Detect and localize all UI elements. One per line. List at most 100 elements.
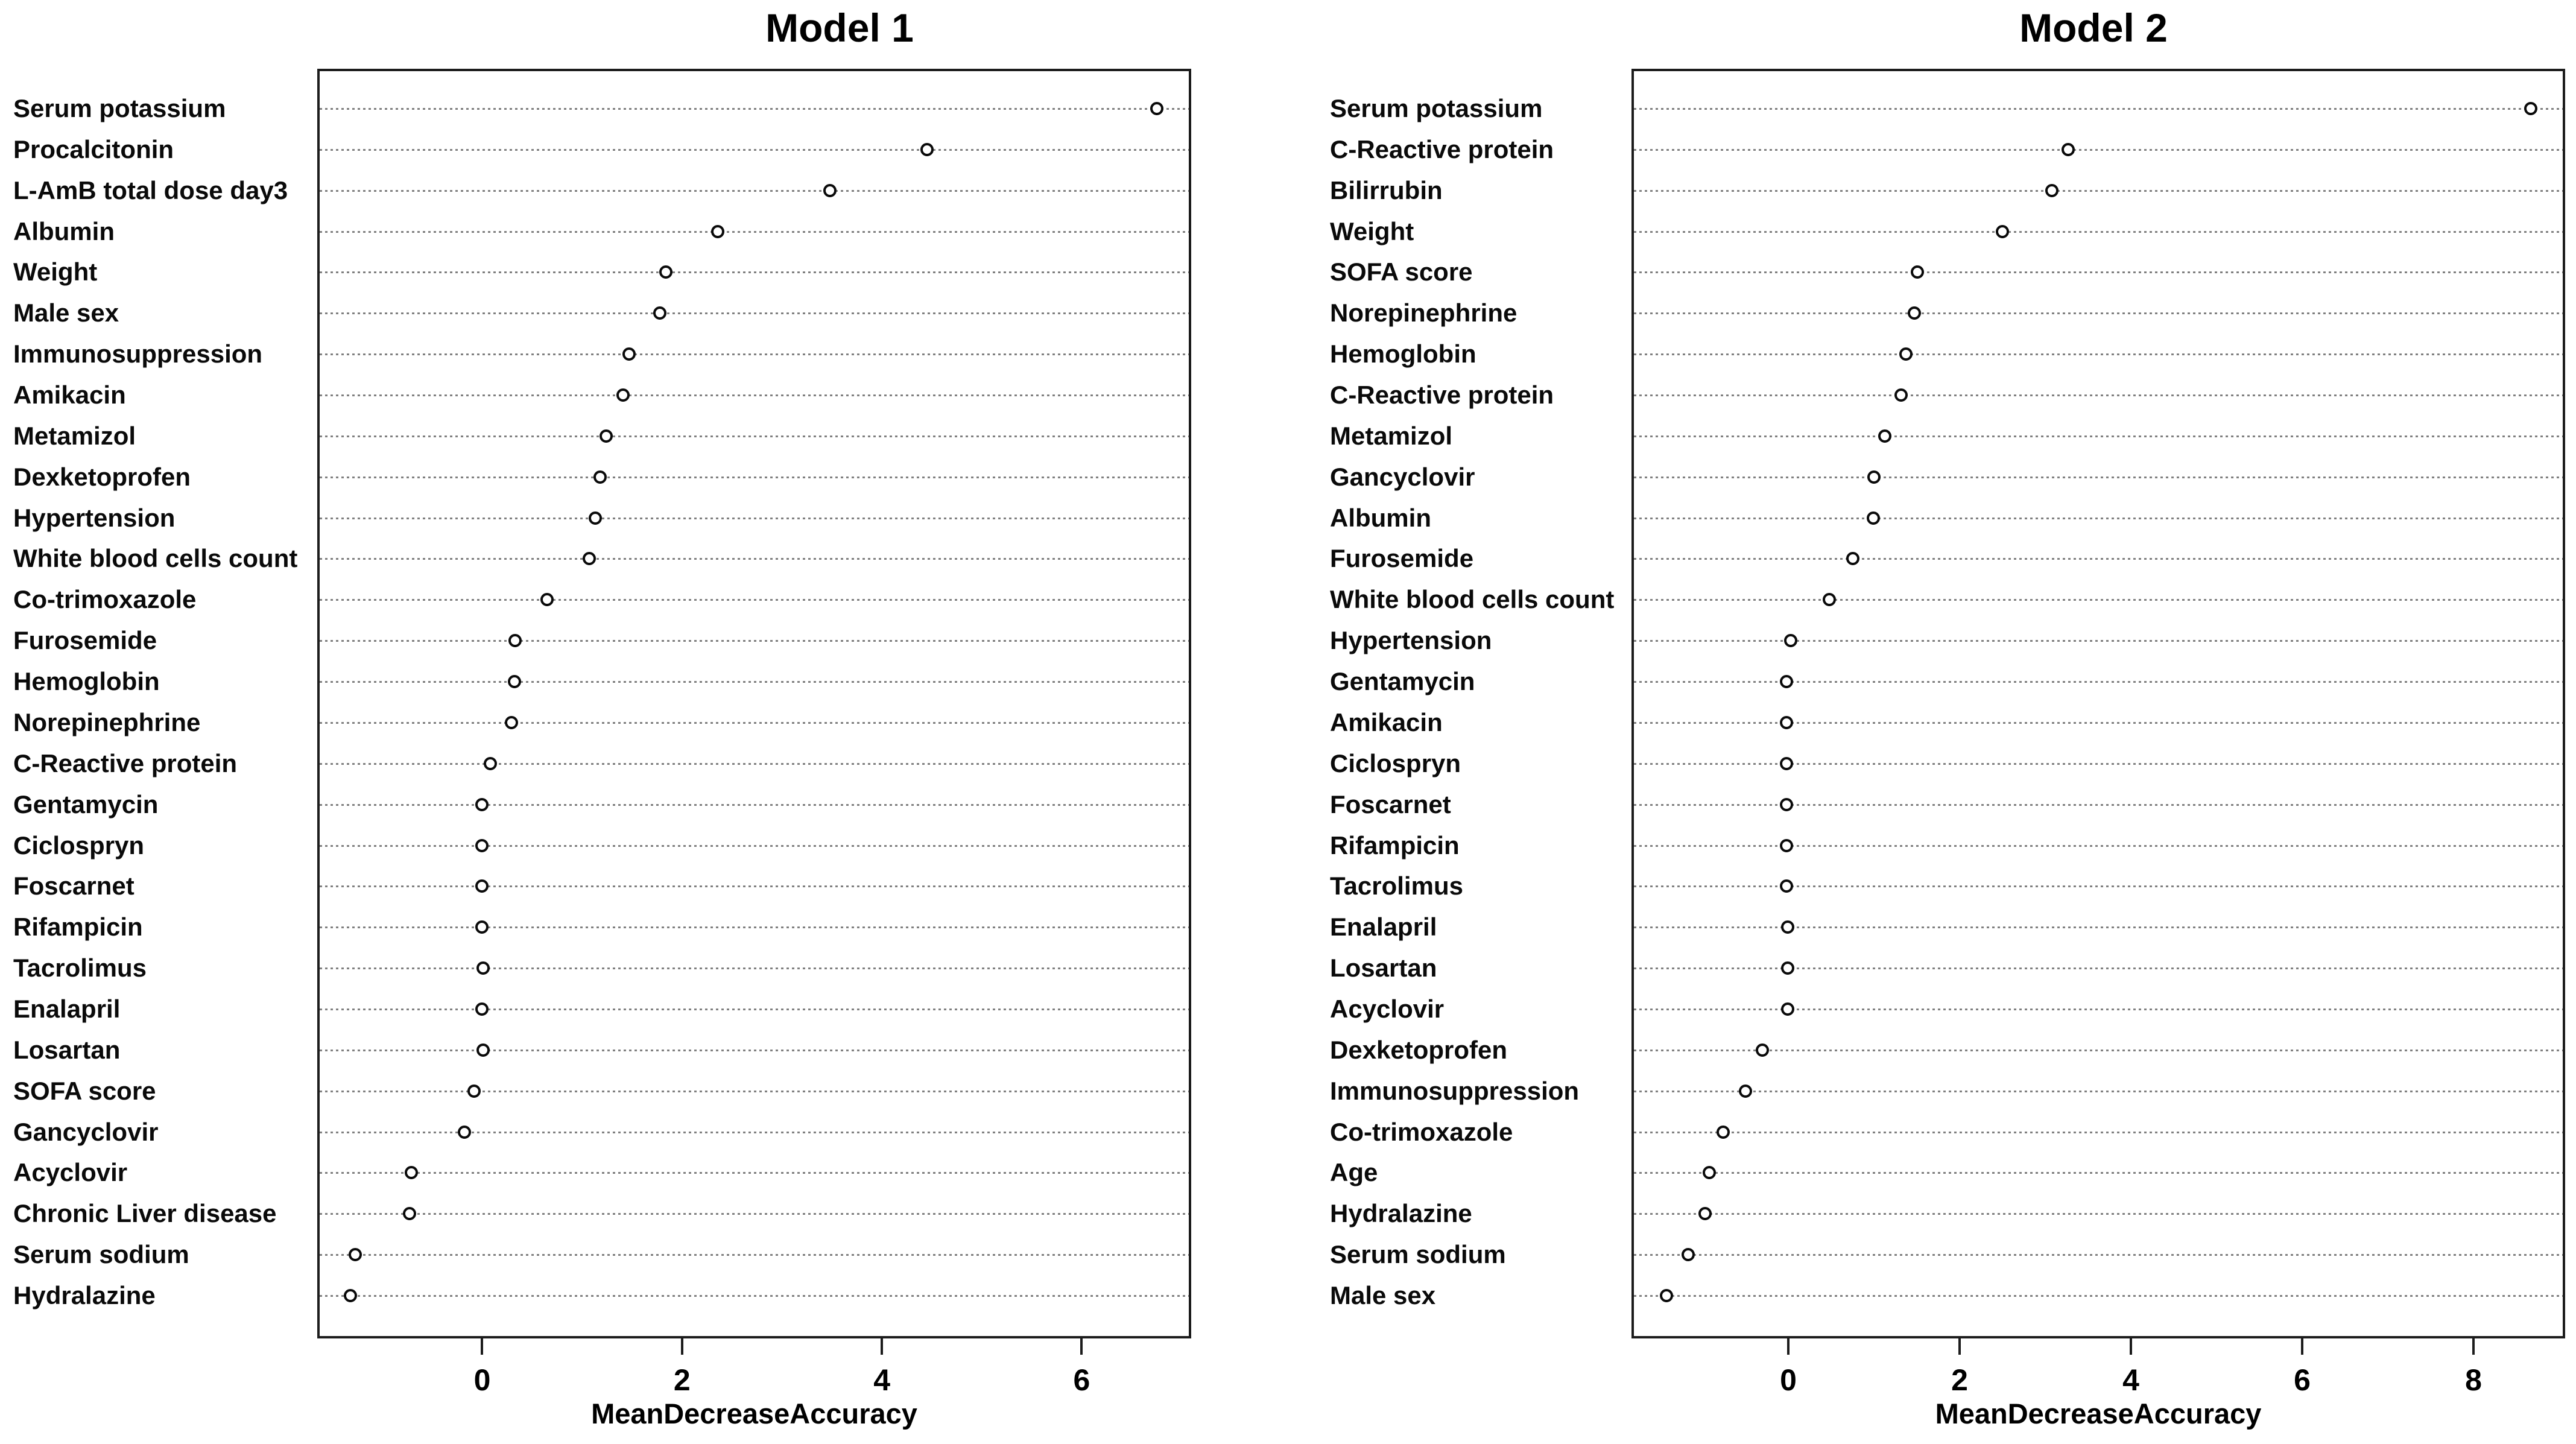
dotted-gridline: [320, 681, 1189, 683]
data-point-marker: [1150, 102, 1163, 115]
data-point-marker: [1780, 961, 1794, 975]
category-label: Foscarnet: [1330, 790, 1451, 819]
dotted-gridline: [1634, 148, 2563, 151]
category-label: Enalapril: [1330, 913, 1437, 942]
dotted-gridline: [320, 1049, 1189, 1051]
data-point-marker: [507, 675, 521, 689]
category-label: Male sex: [1330, 1281, 1436, 1309]
category-label: Co-trimoxazole: [1330, 1117, 1513, 1146]
dotted-gridline: [320, 1254, 1189, 1256]
category-label: SOFA score: [13, 1076, 156, 1105]
dotted-gridline: [320, 885, 1189, 888]
dotted-gridline: [1634, 1131, 2563, 1133]
category-label: Acyclovir: [1330, 994, 1445, 1023]
dotted-gridline: [320, 844, 1189, 847]
data-point-marker: [475, 838, 489, 852]
data-point-marker: [1780, 879, 1794, 893]
dotted-gridline: [320, 803, 1189, 806]
data-point-marker: [2524, 102, 2538, 115]
data-point-marker: [402, 1207, 416, 1221]
x-axis-tick-label: 6: [2294, 1363, 2311, 1397]
x-axis-tick-label: 2: [1951, 1363, 1968, 1397]
category-label: Serum sodium: [1330, 1240, 1506, 1269]
data-point-marker: [1780, 797, 1794, 811]
category-label: SOFA score: [1330, 258, 1473, 287]
data-point-marker: [1878, 429, 1892, 443]
dotted-gridline: [1634, 599, 2563, 601]
data-point-marker: [1703, 1166, 1717, 1180]
data-point-marker: [475, 797, 489, 811]
category-label: Immunosuppression: [1330, 1076, 1580, 1105]
x-axis-tick: [1958, 1338, 1961, 1355]
category-label: L-AmB total dose day3: [13, 176, 288, 204]
dotted-gridline: [1634, 517, 2563, 519]
category-label: Furosemide: [1330, 544, 1474, 573]
category-label: Enalapril: [13, 994, 121, 1023]
data-point-marker: [1846, 552, 1859, 566]
data-point-marker: [476, 961, 490, 975]
dotted-gridline: [320, 108, 1189, 110]
category-label: White blood cells count: [1330, 585, 1615, 614]
dotted-gridline: [1634, 681, 2563, 683]
data-point-marker: [711, 224, 725, 238]
x-axis-tick-label: 6: [1073, 1363, 1090, 1397]
plot-area-model-2: [1631, 69, 2565, 1338]
data-point-marker: [1867, 470, 1881, 484]
x-axis-tick: [1787, 1338, 1790, 1355]
data-point-marker: [508, 634, 522, 648]
category-label: Amikacin: [13, 381, 126, 410]
dotted-gridline: [1634, 558, 2563, 560]
category-label: Hypertension: [1330, 626, 1492, 655]
data-point-marker: [653, 306, 667, 320]
data-point-marker: [343, 1289, 357, 1302]
data-point-marker: [1780, 715, 1794, 729]
dotted-gridline: [320, 148, 1189, 151]
data-point-marker: [1780, 1002, 1794, 1016]
data-point-marker: [616, 388, 630, 402]
category-label: Immunosuppression: [13, 340, 263, 369]
data-point-marker: [1780, 920, 1794, 934]
dotted-gridline: [1634, 885, 2563, 888]
data-point-marker: [404, 1166, 418, 1180]
dotted-gridline: [1634, 762, 2563, 765]
category-label: Furosemide: [13, 626, 157, 655]
dotted-gridline: [320, 435, 1189, 437]
category-label: Gentamycin: [1330, 667, 1475, 696]
data-point-marker: [920, 142, 934, 156]
category-label: Albumin: [13, 217, 115, 245]
data-point-marker: [1660, 1289, 1674, 1302]
category-label: Rifampicin: [13, 913, 143, 942]
dotted-gridline: [1634, 640, 2563, 642]
dotted-gridline: [1634, 1008, 2563, 1010]
data-point-marker: [2045, 183, 2059, 197]
dotted-gridline: [320, 1295, 1189, 1297]
category-label: Age: [1330, 1158, 1378, 1187]
category-label: Serum sodium: [13, 1240, 189, 1269]
category-label: Ciclospryn: [1330, 749, 1461, 777]
dotted-gridline: [320, 394, 1189, 397]
category-label: Hemoglobin: [1330, 340, 1476, 369]
category-label: Losartan: [13, 1035, 121, 1064]
x-axis-tick-label: 4: [873, 1363, 891, 1397]
dotted-gridline: [1634, 1295, 2563, 1297]
data-point-marker: [1717, 1125, 1730, 1139]
category-label: Dexketoprofen: [13, 462, 191, 491]
category-label: Male sex: [13, 299, 119, 328]
x-axis-tick: [680, 1338, 683, 1355]
category-label: Gancyclovir: [1330, 462, 1475, 491]
dotted-gridline: [1634, 189, 2563, 192]
category-label: Tacrolimus: [13, 954, 147, 983]
data-point-marker: [1681, 1248, 1695, 1262]
data-point-marker: [659, 265, 673, 279]
dotted-gridline: [320, 1131, 1189, 1133]
dotted-gridline: [1634, 721, 2563, 724]
category-label: Co-trimoxazole: [13, 585, 197, 614]
dotted-gridline: [1634, 926, 2563, 929]
dotted-gridline: [320, 1172, 1189, 1174]
data-point-marker: [1911, 265, 1925, 279]
dotted-gridline: [320, 353, 1189, 356]
x-axis-tick: [2472, 1338, 2475, 1355]
category-label: Rifampicin: [1330, 831, 1460, 860]
dotted-gridline: [320, 271, 1189, 274]
dotted-gridline: [320, 312, 1189, 315]
